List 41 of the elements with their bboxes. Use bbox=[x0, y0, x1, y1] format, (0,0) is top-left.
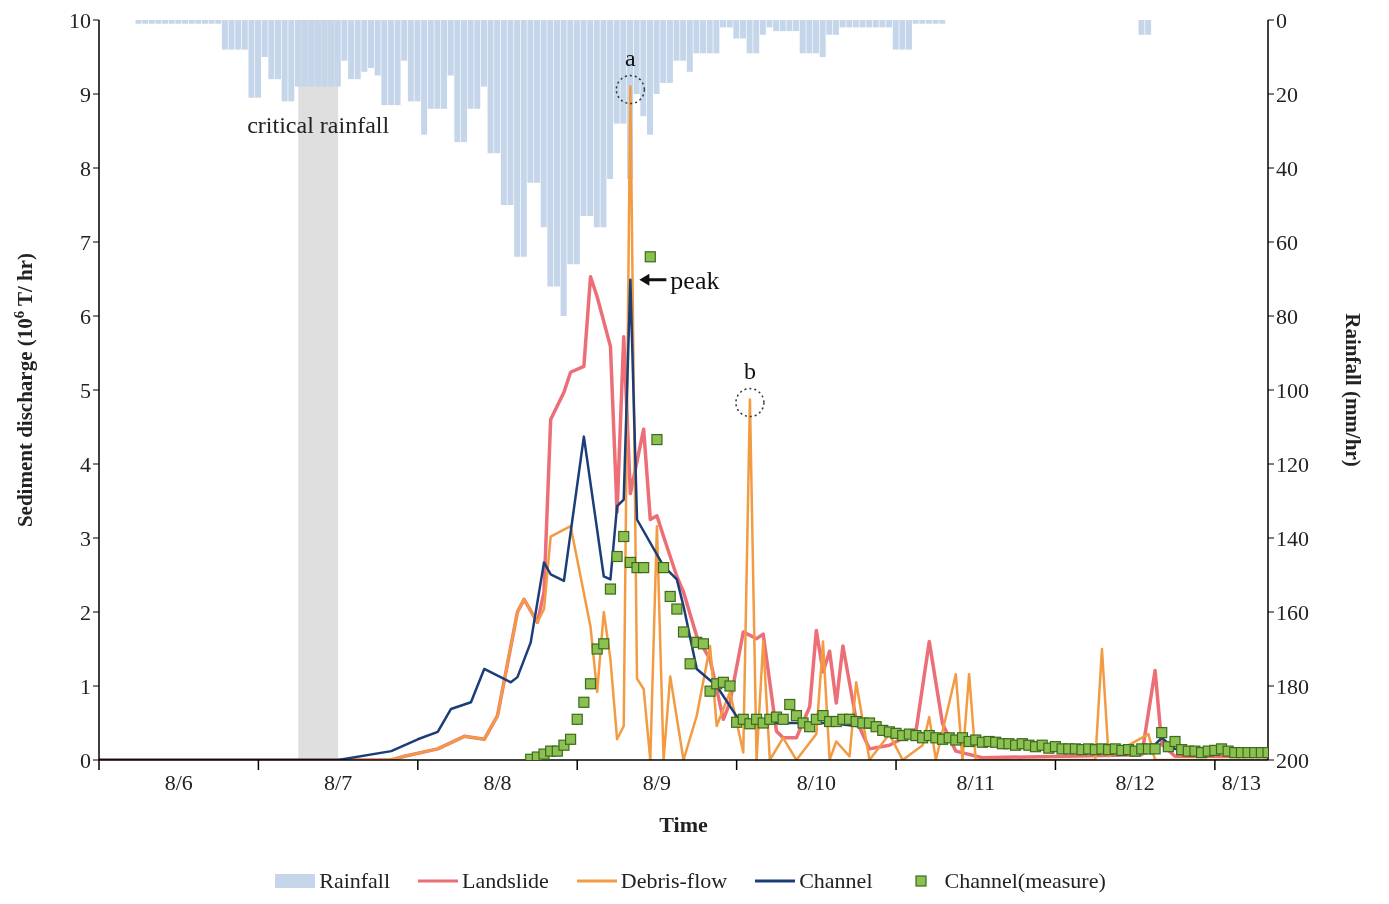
y2-tick-label: 40 bbox=[1276, 155, 1298, 181]
y-tick-label: 5 bbox=[80, 377, 91, 403]
y2-tick-label: 160 bbox=[1276, 599, 1309, 625]
y2-tick-label: 200 bbox=[1276, 747, 1309, 773]
y2-axis-title: Rainfall (mm/hr) bbox=[1341, 313, 1365, 467]
y2-tick-label: 80 bbox=[1276, 303, 1298, 329]
y-tick-label: 4 bbox=[80, 451, 91, 477]
y2-tick-label: 140 bbox=[1276, 525, 1309, 551]
legend-label: Debris-flow bbox=[620, 868, 728, 894]
y2-tick-label: 120 bbox=[1276, 451, 1309, 477]
y2-tick-label: 60 bbox=[1276, 229, 1298, 255]
legend-label: Landslide bbox=[462, 868, 549, 894]
y2-tick-label: 100 bbox=[1276, 377, 1309, 403]
y2-tick-label: 20 bbox=[1276, 81, 1298, 107]
y-tick-label: 7 bbox=[80, 229, 91, 255]
x-tick-label: 8/9 bbox=[642, 770, 671, 795]
x-tick-label: 8/12 bbox=[1115, 770, 1155, 795]
x-tick-label: 8/6 bbox=[164, 770, 193, 795]
y-tick-label: 2 bbox=[80, 599, 91, 625]
x-tick-label: 8/8 bbox=[483, 770, 512, 795]
y-tick-label: 9 bbox=[80, 81, 91, 107]
annotation: b bbox=[743, 357, 756, 384]
annotation: peak bbox=[670, 265, 720, 295]
x-tick-label: 8/13 bbox=[1221, 770, 1261, 795]
y-tick-label: 0 bbox=[80, 747, 91, 773]
x-tick-label: 8/10 bbox=[796, 770, 836, 795]
y-tick-label: 10 bbox=[69, 7, 91, 33]
y2-tick-label: 0 bbox=[1276, 7, 1287, 33]
annotation: a bbox=[625, 44, 637, 71]
legend-label: Rainfall bbox=[319, 868, 391, 894]
y-tick-label: 8 bbox=[80, 155, 91, 181]
x-axis-title: Time bbox=[659, 812, 708, 837]
legend-label: Channel(measure) bbox=[944, 868, 1106, 894]
band-label: critical rainfall bbox=[247, 112, 390, 139]
legend-label: Channel bbox=[799, 868, 873, 894]
y-tick-label: 6 bbox=[80, 303, 91, 329]
x-tick-label: 8/11 bbox=[956, 770, 995, 795]
y-tick-label: 3 bbox=[80, 525, 91, 551]
y-tick-label: 1 bbox=[80, 673, 91, 699]
y2-tick-label: 180 bbox=[1276, 673, 1309, 699]
x-tick-label: 8/7 bbox=[324, 770, 353, 795]
